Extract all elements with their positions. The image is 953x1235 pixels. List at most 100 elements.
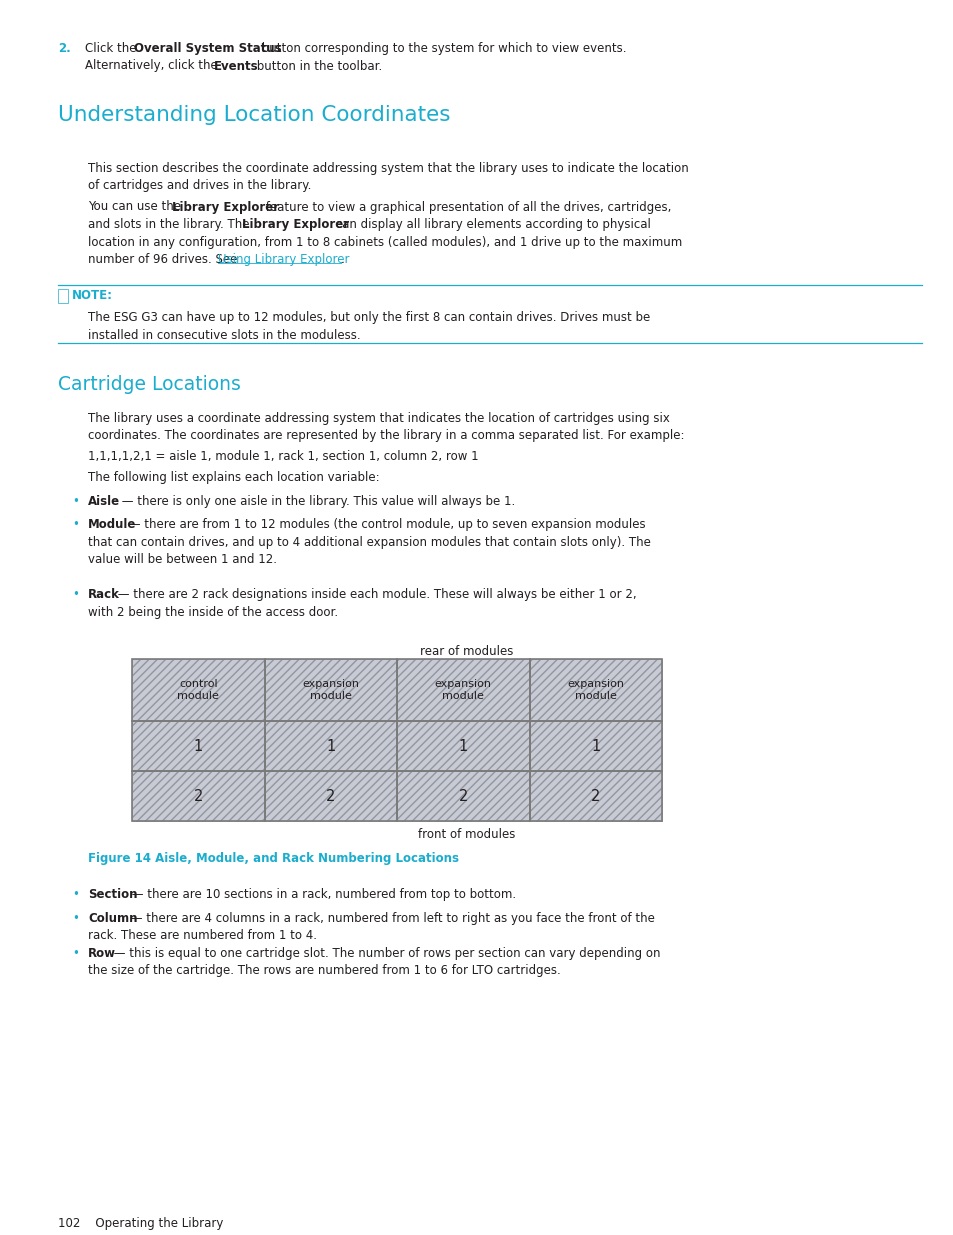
Text: Overall System Status: Overall System Status (134, 42, 282, 56)
Bar (264, 659, 396, 721)
Text: the size of the cartridge. The rows are numbered from 1 to 6 for LTO cartridges.: the size of the cartridge. The rows are … (88, 965, 560, 977)
Text: Library Explorer: Library Explorer (242, 219, 349, 231)
Bar (396, 721, 529, 771)
Text: rear of modules: rear of modules (420, 645, 513, 658)
Text: rack. These are numbered from 1 to 4.: rack. These are numbered from 1 to 4. (88, 930, 316, 942)
Text: — this is equal to one cartridge slot. The number of rows per section can vary d: — this is equal to one cartridge slot. T… (110, 947, 659, 960)
Text: •: • (71, 495, 79, 508)
Text: •: • (71, 947, 79, 960)
Bar (132, 771, 264, 821)
Bar (529, 659, 661, 721)
Bar (264, 771, 396, 821)
Bar (396, 659, 529, 721)
Text: Aisle: Aisle (88, 495, 120, 508)
Text: Events: Events (213, 59, 258, 73)
Bar (132, 659, 264, 721)
Text: You can use the: You can use the (88, 200, 185, 214)
Bar (264, 659, 396, 721)
Bar (58, 289, 68, 303)
Text: Library Explorer: Library Explorer (172, 200, 279, 214)
Bar (132, 721, 264, 771)
Bar (396, 659, 529, 721)
Bar (529, 771, 661, 821)
Bar (529, 771, 661, 821)
Bar (264, 721, 396, 771)
Text: and slots in the library. The: and slots in the library. The (88, 219, 253, 231)
Text: control
module: control module (177, 679, 219, 701)
Text: expansion
module: expansion module (435, 679, 491, 701)
Bar (529, 659, 661, 721)
Text: with 2 being the inside of the access door.: with 2 being the inside of the access do… (88, 605, 337, 619)
Text: 1: 1 (591, 739, 599, 753)
Bar (132, 721, 264, 771)
Bar (396, 721, 529, 771)
Bar (132, 771, 264, 821)
Text: Alternatively, click the: Alternatively, click the (85, 59, 221, 73)
Text: Cartridge Locations: Cartridge Locations (58, 374, 240, 394)
Text: Column: Column (88, 911, 137, 925)
Bar (529, 721, 661, 771)
Bar (396, 721, 529, 771)
Text: •: • (71, 911, 79, 925)
Text: location in any configuration, from 1 to 8 cabinets (called modules), and 1 driv: location in any configuration, from 1 to… (88, 236, 681, 248)
Text: .: . (340, 253, 344, 266)
Text: button in the toolbar.: button in the toolbar. (253, 59, 382, 73)
Text: This section describes the coordinate addressing system that the library uses to: This section describes the coordinate ad… (88, 162, 688, 175)
Text: •: • (71, 588, 79, 601)
Bar (264, 659, 396, 721)
Text: Module: Module (88, 519, 136, 531)
Text: Using Library Explorer: Using Library Explorer (218, 253, 349, 266)
Bar (529, 771, 661, 821)
Text: 1: 1 (458, 739, 467, 753)
Text: 2: 2 (591, 789, 599, 804)
Bar (396, 771, 529, 821)
Text: of cartridges and drives in the library.: of cartridges and drives in the library. (88, 179, 311, 193)
Text: 1: 1 (326, 739, 335, 753)
Text: expansion
module: expansion module (567, 679, 623, 701)
Text: 2: 2 (326, 789, 335, 804)
Bar (132, 721, 264, 771)
Bar (529, 721, 661, 771)
Text: Section: Section (88, 888, 137, 902)
Bar (264, 721, 396, 771)
Text: can display all library elements according to physical: can display all library elements accordi… (331, 219, 650, 231)
Text: button corresponding to the system for which to view events.: button corresponding to the system for w… (257, 42, 626, 56)
Text: •: • (71, 888, 79, 902)
Text: that can contain drives, and up to 4 additional expansion modules that contain s: that can contain drives, and up to 4 add… (88, 536, 650, 548)
Text: — there are from 1 to 12 modules (the control module, up to seven expansion modu: — there are from 1 to 12 modules (the co… (125, 519, 645, 531)
Text: — there are 10 sections in a rack, numbered from top to bottom.: — there are 10 sections in a rack, numbe… (128, 888, 516, 902)
Text: 1: 1 (193, 739, 203, 753)
Text: expansion
module: expansion module (302, 679, 359, 701)
Text: value will be between 1 and 12.: value will be between 1 and 12. (88, 553, 276, 567)
Bar (264, 771, 396, 821)
Text: 2: 2 (193, 789, 203, 804)
Text: Row: Row (88, 947, 116, 960)
Bar (396, 771, 529, 821)
Text: — there is only one aisle in the library. This value will always be 1.: — there is only one aisle in the library… (117, 495, 515, 508)
Bar (529, 659, 661, 721)
Text: — there are 4 columns in a rack, numbered from left to right as you face the fro: — there are 4 columns in a rack, numbere… (128, 911, 655, 925)
Text: Click the: Click the (85, 42, 140, 56)
Text: 102    Operating the Library: 102 Operating the Library (58, 1216, 223, 1230)
Text: coordinates. The coordinates are represented by the library in a comma separated: coordinates. The coordinates are represe… (88, 429, 684, 442)
Bar (132, 771, 264, 821)
Bar (264, 721, 396, 771)
Text: number of 96 drives. See: number of 96 drives. See (88, 253, 241, 266)
Bar (396, 771, 529, 821)
Bar (264, 771, 396, 821)
Bar (132, 659, 264, 721)
Text: front of modules: front of modules (417, 829, 516, 841)
Text: installed in consecutive slots in the moduless.: installed in consecutive slots in the mo… (88, 329, 360, 342)
Text: 2: 2 (458, 789, 468, 804)
Text: — there are 2 rack designations inside each module. These will always be either : — there are 2 rack designations inside e… (113, 588, 636, 601)
Text: Figure 14 Aisle, Module, and Rack Numbering Locations: Figure 14 Aisle, Module, and Rack Number… (88, 852, 458, 866)
Text: Rack: Rack (88, 588, 120, 601)
Text: The ESG G3 can have up to 12 modules, but only the first 8 can contain drives. D: The ESG G3 can have up to 12 modules, bu… (88, 311, 650, 324)
Text: The library uses a coordinate addressing system that indicates the location of c: The library uses a coordinate addressing… (88, 411, 669, 425)
Bar (396, 659, 529, 721)
Text: NOTE:: NOTE: (71, 289, 112, 303)
Text: feature to view a graphical presentation of all the drives, cartridges,: feature to view a graphical presentation… (262, 200, 671, 214)
Bar (529, 721, 661, 771)
Text: Understanding Location Coordinates: Understanding Location Coordinates (58, 105, 450, 125)
Text: The following list explains each location variable:: The following list explains each locatio… (88, 471, 379, 484)
